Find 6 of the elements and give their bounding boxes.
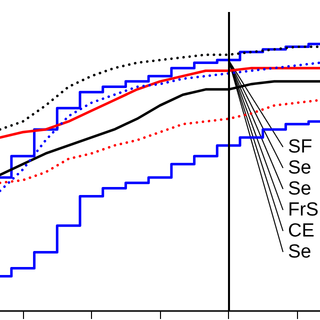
annotation: Se — [288, 158, 312, 178]
annotation: FrS — [288, 200, 319, 220]
annotation: Se — [288, 178, 312, 200]
annotation: Se — [288, 242, 312, 262]
annotation: CE — [288, 220, 314, 242]
annotation: SF — [288, 136, 312, 158]
